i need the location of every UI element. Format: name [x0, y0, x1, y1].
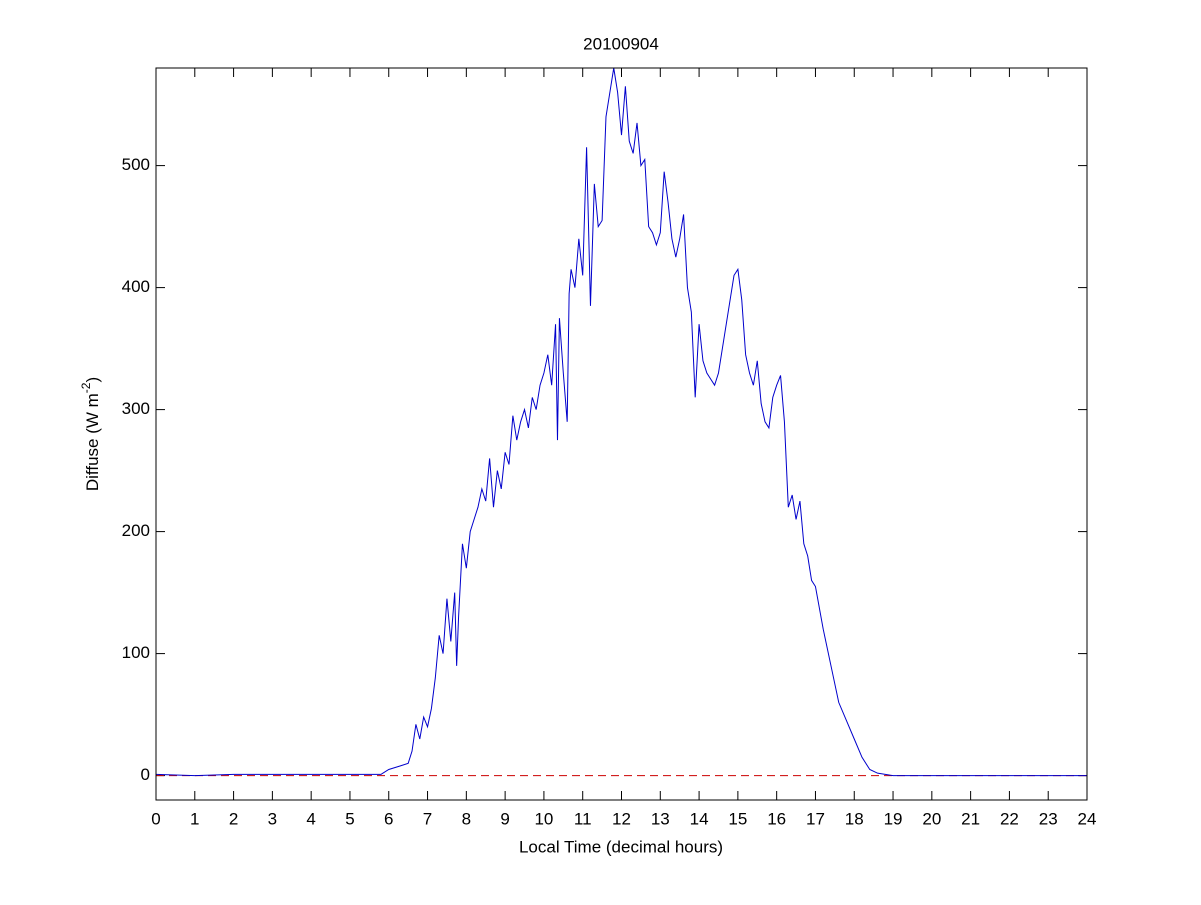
y-label-tail: ) — [83, 377, 102, 383]
y-tick-label: 400 — [122, 277, 150, 296]
plot-area — [156, 68, 1087, 800]
x-tick-label: 15 — [728, 809, 747, 828]
x-tick-label: 5 — [345, 809, 354, 828]
y-tick-label: 200 — [122, 521, 150, 540]
x-tick-label: 14 — [690, 809, 709, 828]
y-tick-label: 300 — [122, 399, 150, 418]
x-tick-label: 12 — [612, 809, 631, 828]
x-tick-label: 8 — [462, 809, 471, 828]
x-axis-label: Local Time (decimal hours) — [519, 837, 723, 856]
x-tick-label: 16 — [767, 809, 786, 828]
x-tick-label: 9 — [500, 809, 509, 828]
x-tick-label: 10 — [534, 809, 553, 828]
x-tick-label: 13 — [651, 809, 670, 828]
x-tick-label: 20 — [922, 809, 941, 828]
x-tick-label: 2 — [229, 809, 238, 828]
x-tick-label: 6 — [384, 809, 393, 828]
x-tick-label: 18 — [845, 809, 864, 828]
y-tick-label: 100 — [122, 643, 150, 662]
x-tick-label: 23 — [1039, 809, 1058, 828]
x-tick-label: 21 — [961, 809, 980, 828]
y-label-text: Diffuse (W m — [83, 393, 102, 491]
x-tick-label: 11 — [574, 809, 592, 828]
x-tick-label: 1 — [190, 809, 199, 828]
y-axis-label: Diffuse (W m-2) — [79, 377, 102, 491]
y-tick-label: 500 — [122, 155, 150, 174]
axes-box — [155, 67, 1088, 801]
x-tick-label: 22 — [1000, 809, 1019, 828]
x-tick-label: 0 — [151, 809, 160, 828]
x-tick-label: 7 — [423, 809, 432, 828]
x-tick-label: 3 — [268, 809, 277, 828]
x-tick-label: 4 — [306, 809, 315, 828]
x-tick-label: 19 — [884, 809, 903, 828]
y-label-sup: -2 — [79, 382, 93, 393]
chart-title: 20100904 — [583, 34, 659, 53]
data-line — [155, 67, 1087, 777]
x-tick-label: 24 — [1078, 809, 1097, 828]
x-tick-label: 17 — [806, 809, 825, 828]
y-tick-label: 0 — [141, 765, 150, 784]
